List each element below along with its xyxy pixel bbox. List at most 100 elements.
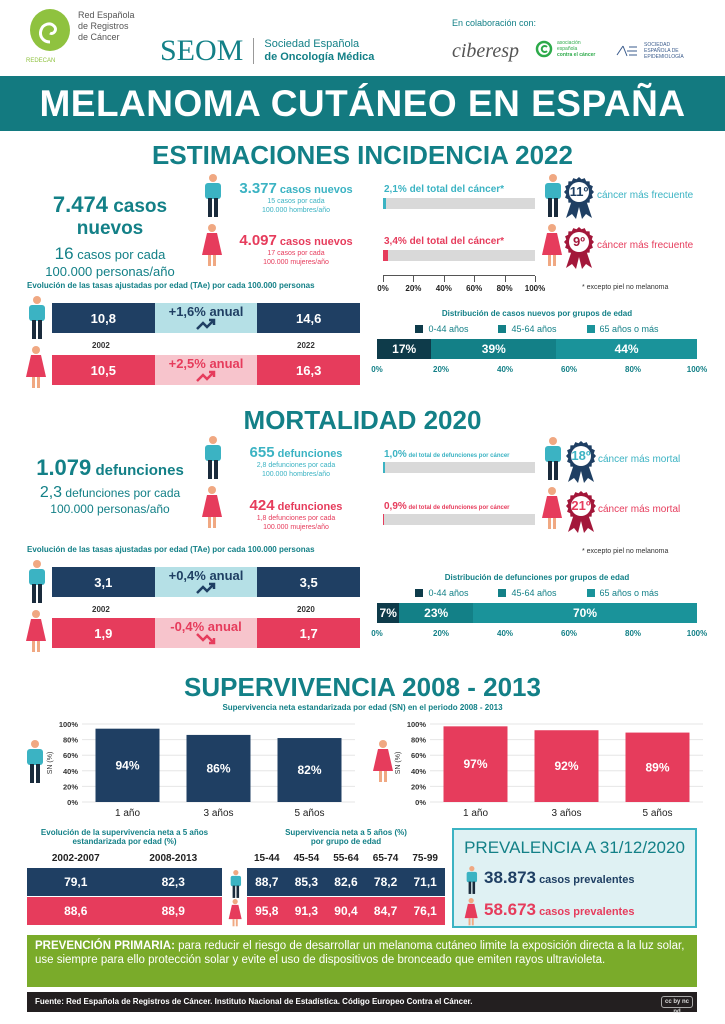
prevention-text: para reducir el riesgo de desarrollar un…: [35, 940, 685, 966]
legend-swatch: [415, 589, 424, 597]
axis-tick: [504, 276, 506, 282]
mortality-total-label: defunciones: [95, 462, 184, 479]
woman-icon: [201, 224, 223, 273]
axis-tick-label: 80%: [624, 629, 642, 638]
axis-tick: [413, 276, 415, 282]
seom-logo: SEOM Sociedad Española de Oncología Médic…: [160, 34, 375, 67]
survival-title: SUPERVIVENCIA 2008 - 2013: [184, 672, 541, 702]
incidence-women-label: casos nuevos: [279, 236, 353, 248]
evo-year-end: 2022: [297, 341, 315, 350]
incidence-women-share-text: 3,4% del total del cáncer*: [384, 236, 505, 247]
woman-icon: [541, 224, 563, 273]
incidence-total-number: 7.474: [52, 192, 108, 217]
woman-icon: [228, 899, 242, 933]
mortality-women-rank-label: cáncer más mortal: [598, 504, 681, 515]
survival-evolution-men-row: 79,1 82,3: [27, 868, 222, 896]
main-title: MELANOMA CUTÁNEO EN ESPAÑA: [0, 76, 725, 131]
x-tick-label: 3 años: [203, 808, 233, 819]
man-icon: [544, 437, 562, 486]
y-axis-label: SN (%): [47, 752, 54, 775]
bar: [443, 726, 508, 802]
woman-icon: [541, 487, 563, 536]
incidence-women-sub1: 17 casos por cada: [267, 250, 325, 257]
see-logo: SOCIEDAD ESPAÑOLA DE EPIDEMIOLOGÍA: [615, 42, 684, 60]
share-fill: [383, 198, 387, 209]
bar: [534, 730, 599, 802]
age-stacked-bar: 7% 23% 70%: [377, 603, 697, 623]
man-icon: [466, 866, 478, 900]
evo-change: +1,6% anual: [154, 303, 258, 333]
man-icon: [28, 560, 46, 609]
y-tick-label: 100%: [407, 720, 427, 729]
rank-ribbon-icon: 21º: [565, 490, 597, 534]
aecc-logo: asociación española contra el cáncer: [535, 40, 595, 58]
mortality-rate-line1: defunciones por cada: [65, 486, 181, 500]
y-axis-label: SN (%): [395, 752, 402, 775]
rank-ribbon-icon: 11º: [563, 176, 595, 220]
redecan-spiral-icon: [30, 9, 70, 51]
axis-tick-label: 80%: [624, 365, 642, 374]
y-tick-label: 20%: [411, 782, 426, 791]
axis-tick-label: 0%: [371, 629, 383, 638]
axis-tick-label: 60%: [560, 629, 578, 638]
survival-age-men-row: 88,7 85,3 82,6 78,2 71,1: [247, 868, 445, 896]
legend-item: 65 años o más: [586, 324, 659, 334]
y-tick-label: 80%: [411, 736, 426, 745]
share-fill: [383, 250, 389, 261]
prevalence-men-label: casos prevalentes: [539, 874, 635, 886]
mortality-age-distribution: Distribución de defunciones por grupos d…: [371, 573, 707, 645]
man-icon: [544, 174, 562, 223]
incidence-title: ESTIMACIONES INCIDENCIA 2022: [152, 140, 573, 170]
y-tick-label: 60%: [63, 751, 78, 760]
y-tick-label: 0%: [415, 798, 426, 807]
bar: [625, 732, 690, 802]
woman-icon: [372, 740, 394, 789]
survival-age-title: Supervivencia neta a 5 años (%) por grupo…: [285, 828, 407, 846]
mortality-men-rank-label: cáncer más mortal: [598, 454, 681, 465]
stack-segment: 17%: [377, 339, 432, 359]
woman-icon: [201, 486, 223, 535]
share-fill: [383, 462, 385, 473]
incidence-men-rank-label: cáncer más frecuente: [597, 190, 694, 201]
man-icon: [28, 296, 46, 345]
evo-start: 10,5: [52, 355, 155, 385]
legend-item: 45-64 años: [498, 324, 557, 334]
footer-source: Fuente: Red Española de Registros de Cán…: [27, 992, 697, 1015]
y-tick-label: 80%: [63, 736, 78, 745]
survival-evolution-title: Evolución de la supervivencia neta a 5 a…: [40, 828, 209, 846]
survival-chart-men: SN (%) 0% 20% 40% 60% 80% 100% 94% 1 año 86% 3 año…: [47, 720, 355, 819]
evo-start: 3,1: [52, 567, 155, 597]
survival-age-headers: 15-44 45-54 55-64 65-74 75-99: [254, 853, 438, 864]
mortality-women-sub2: 100.000 mujeres/año: [263, 524, 329, 531]
man-icon: [204, 436, 222, 485]
mortality-rate-number: 2,3: [39, 484, 63, 501]
trend-up-icon: [195, 318, 217, 332]
mortality-rate-line2: 100.000 personas/año: [50, 502, 170, 516]
axis-tick-label: 100%: [686, 629, 708, 638]
survival-subtitle: Supervivencia neta estandarizada por eda…: [222, 703, 503, 712]
incidence-evolution-title: Evolución de las tasas ajustadas por eda…: [27, 281, 315, 290]
trend-up-icon: [195, 370, 217, 384]
mortality-women-rank: 21º: [571, 498, 591, 513]
incidence-women-rank-label: cáncer más frecuente: [597, 240, 694, 251]
mortality-men-label: defunciones: [277, 448, 343, 460]
evo-end: 14,6: [257, 303, 361, 333]
age-stacked-bar: 17% 39% 44%: [377, 339, 697, 359]
y-tick-label: 40%: [411, 767, 426, 776]
mortality-women-number: 424: [249, 497, 275, 514]
evo-change: +0,4% anual: [154, 567, 258, 597]
incidence-men-number: 3.377: [239, 180, 277, 197]
incidence-age-distribution: Distribución de casos nuevos por grupos …: [371, 309, 707, 381]
x-tick-label: 3 años: [551, 808, 581, 819]
x-tick-label: 1 año: [463, 808, 488, 819]
incidence-men-rank: 11º: [569, 184, 589, 199]
mortality-men-number: 655: [249, 444, 275, 461]
bar: [277, 738, 342, 802]
evo-end: 3,5: [257, 567, 361, 597]
axis-tick-label: 0%: [377, 284, 389, 293]
mortality-women-share-text: 0,9% del total de defunciones por cáncer: [384, 501, 510, 512]
bar-label: 82%: [297, 763, 321, 777]
axis-tick-label: 20%: [432, 365, 450, 374]
axis-tick-label: 100%: [524, 284, 546, 293]
incidence-men-share-text: 2,1% del total del cáncer*: [384, 184, 505, 195]
